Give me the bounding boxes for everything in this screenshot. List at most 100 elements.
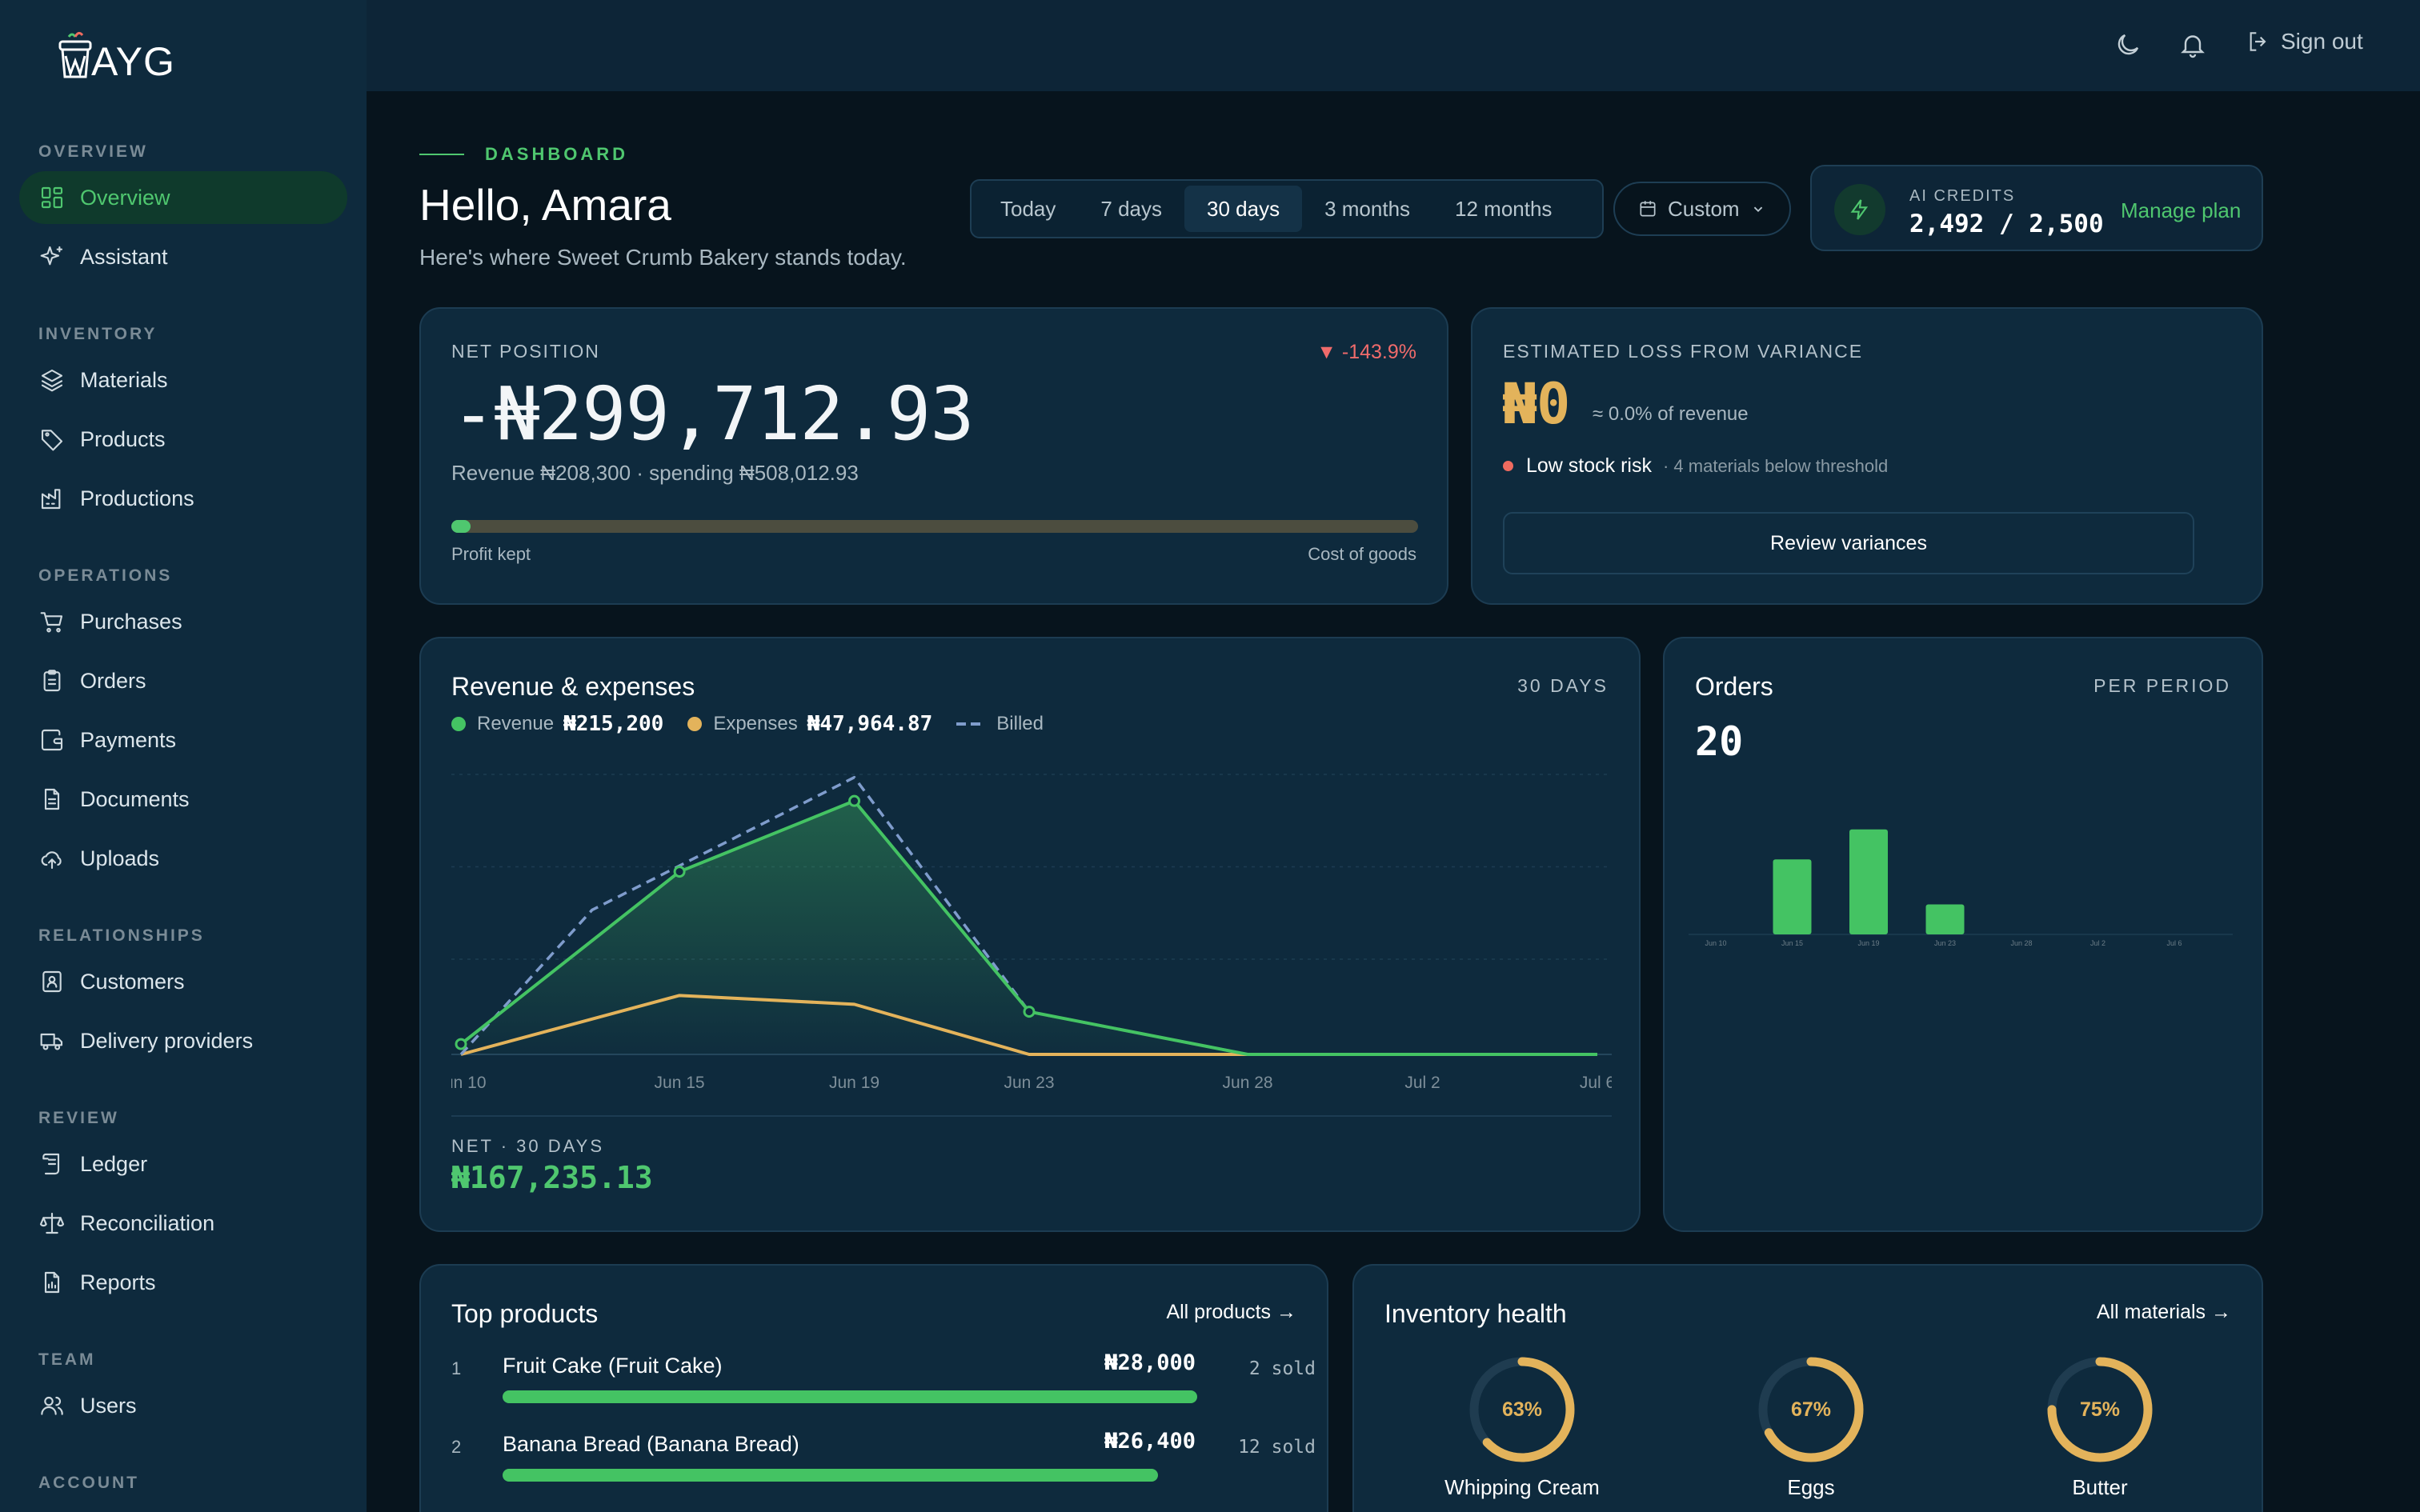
orders-bar[interactable] [1925, 904, 1965, 935]
sidebar-item-label: Assistant [80, 244, 168, 269]
inventory-ring-name: Eggs [1787, 1475, 1835, 1499]
truck-icon [38, 1027, 66, 1054]
inventory-ring-gauge [1469, 1357, 1575, 1462]
variance-revenue-share: ≈ 0.0% of revenue [1593, 403, 1749, 425]
orders-bar[interactable] [1773, 859, 1812, 934]
range-option-12-months[interactable]: 12 months [1455, 197, 1553, 221]
all-materials-link[interactable]: All materials → [2096, 1301, 2231, 1323]
sidebar-section-overview: OVERVIEW [38, 142, 148, 161]
product-name: Banana Bread (Banana Bread) [503, 1432, 799, 1456]
risk-detail: · 4 materials below threshold [1662, 455, 1889, 476]
range-option-3-months[interactable]: 3 months [1324, 197, 1411, 221]
sidebar-item-label: Overview [80, 185, 170, 210]
sidebar-item-overview[interactable]: Overview [0, 168, 367, 227]
revenue-area [461, 801, 1597, 1054]
clipboard-icon [38, 667, 66, 694]
brand-logo[interactable]: AYG [58, 30, 175, 82]
users-icon [38, 1392, 66, 1419]
net-30-days-value: ₦167,235.13 [451, 1160, 653, 1195]
contact-icon [38, 968, 66, 995]
sidebar-item-users[interactable]: Users [0, 1376, 367, 1435]
sign-out-label: Sign out [2281, 29, 2363, 54]
sign-out-button[interactable]: Sign out [2246, 29, 2363, 54]
sidebar-item-label: Productions [80, 486, 194, 510]
inventory-ring[interactable]: 63% Whipping Cream [1444, 1354, 1600, 1499]
sidebar-item-products[interactable]: Products [0, 410, 367, 469]
sidebar-item-assistant[interactable]: Assistant [0, 227, 367, 286]
inventory-ring-pct: 67% [1790, 1398, 1832, 1421]
inventory-ring[interactable]: 67% Eggs [1755, 1354, 1867, 1499]
custom-range-button[interactable]: Custom [1613, 182, 1791, 236]
range-option-7-days[interactable]: 7 days [1100, 197, 1162, 221]
risk-label: Low stock risk [1526, 454, 1652, 477]
moon-icon[interactable] [2113, 30, 2142, 59]
sidebar-item-label: Materials [80, 367, 168, 392]
sidebar-section-operations: OPERATIONS [38, 566, 173, 585]
revenue-point[interactable] [455, 1038, 467, 1050]
inventory-ring-name: Butter [2072, 1475, 2128, 1499]
inventory-ring-pct: 63% [1501, 1398, 1543, 1421]
sidebar-item-payments[interactable]: Payments [0, 710, 367, 770]
sidebar-item-label: Orders [80, 668, 146, 693]
chevron-down-icon [1753, 206, 1762, 213]
sidebar-item-purchases[interactable]: Purchases [0, 592, 367, 651]
manage-plan-link[interactable]: Manage plan [2121, 198, 2242, 222]
low-stock-risk: Low stock risk · 4 materials below thres… [1503, 454, 1888, 478]
legend-revenue-label: Revenue [477, 713, 555, 734]
sidebar-item-ledger[interactable]: Ledger [0, 1134, 367, 1194]
sidebar-item-label: Users [80, 1393, 137, 1418]
revenue-point[interactable] [673, 866, 686, 878]
sidebar-item-label: Delivery providers [80, 1028, 254, 1053]
sidebar-item-label: Reconciliation [80, 1210, 215, 1235]
bell-icon[interactable] [2178, 30, 2207, 59]
orders-total: 20 [1695, 718, 1744, 765]
variance-loss-amount: ₦0 [1503, 371, 1571, 437]
sidebar-item-uploads[interactable]: Uploads [0, 829, 367, 888]
sidebar-item-materials[interactable]: Materials [0, 350, 367, 410]
inventory-health-title: Inventory health [1384, 1299, 1567, 1328]
topbar [367, 0, 2420, 91]
product-amount: ₦26,400 [1104, 1429, 1196, 1454]
variance-loss-card: ESTIMATED LOSS FROM VARIANCE ₦0 ≈ 0.0% o… [1471, 307, 2263, 605]
revenue-card-title: Revenue & expenses [451, 672, 695, 701]
billed-legend-dash [956, 722, 986, 726]
scroll-icon [38, 1150, 66, 1178]
sidebar-item-orders[interactable]: Orders [0, 651, 367, 710]
product-sold: 12 sold [1238, 1437, 1316, 1458]
inventory-ring-name: Whipping Cream [1444, 1475, 1600, 1499]
sparkles-icon [38, 243, 66, 270]
product-share-bar [503, 1469, 1158, 1482]
net-change-badge: ▼ -143.9% [1316, 341, 1416, 363]
sidebar-item-productions[interactable]: Productions [0, 469, 367, 528]
sidebar-item-customers[interactable]: Customers [0, 952, 367, 1011]
x-tick-label: Jun 19 [829, 1074, 879, 1092]
legend-expenses-value: ₦47,964.87 [807, 712, 933, 736]
inventory-ring-gauge [2047, 1357, 2153, 1462]
cart-icon [38, 608, 66, 635]
profit-kept-label: Profit kept [451, 544, 531, 564]
revenue-point[interactable] [1023, 1006, 1036, 1018]
page-subtitle: Here's where Sweet Crumb Bakery stands t… [419, 245, 907, 270]
sidebar-gap [0, 528, 367, 560]
legend-revenue-value: ₦215,200 [563, 712, 664, 736]
ai-credits-panel: AI CREDITS 2,492 / 2,500 Manage plan [1810, 165, 2263, 251]
report-icon [38, 1269, 66, 1296]
review-variances-button[interactable]: Review variances [1503, 512, 2194, 574]
sidebar-item-documents[interactable]: Documents [0, 770, 367, 829]
sidebar-item-delivery-providers[interactable]: Delivery providers [0, 1011, 367, 1070]
revenue-line-chart: Jun 10 Jun 15 Jun 19 Jun 23 Jun 28 Jul 2 Jul 6 [451, 774, 1612, 1092]
all-products-link[interactable]: All products → [1166, 1301, 1296, 1323]
inventory-ring[interactable]: 75% Butter [2044, 1354, 2156, 1499]
sidebar-item-label: Purchases [80, 609, 182, 634]
range-option-today[interactable]: Today [1000, 197, 1056, 221]
orders-bar[interactable] [1849, 829, 1888, 934]
sidebar-item-label: Uploads [80, 846, 160, 870]
revenue-point[interactable] [848, 794, 861, 807]
sidebar-gap [0, 1312, 367, 1344]
sidebar-item-label: Ledger [80, 1151, 148, 1176]
sidebar-item-reconciliation[interactable]: Reconciliation [0, 1194, 367, 1253]
legend-billed-label: Billed [996, 713, 1044, 734]
range-option-30-days[interactable]: 30 days [1184, 186, 1303, 232]
sidebar-item-reports[interactable]: Reports [0, 1253, 367, 1312]
net-position-card: NET POSITION ▼ -143.9% -₦299,712.93 Reve… [419, 307, 1448, 605]
